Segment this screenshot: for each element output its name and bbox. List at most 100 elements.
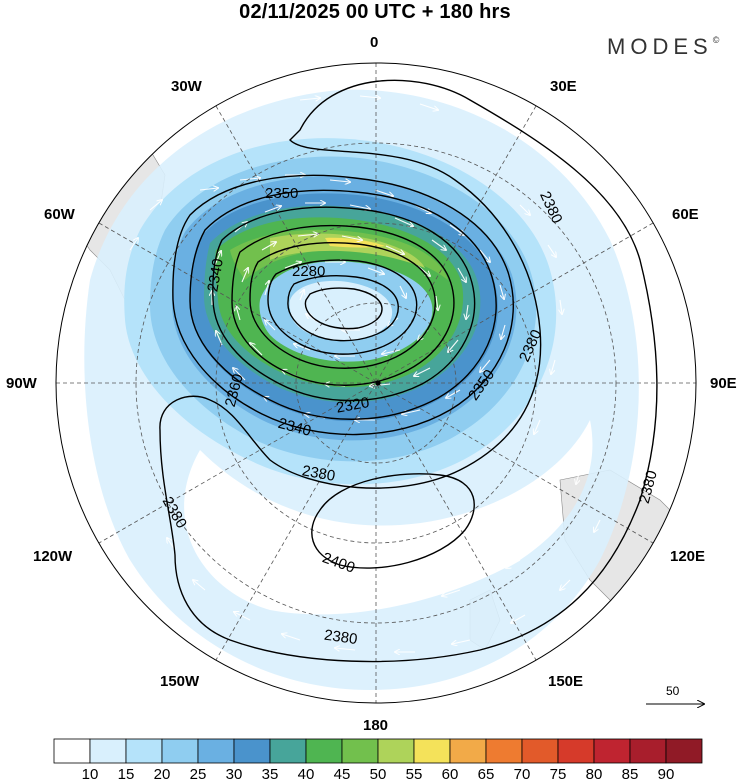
lon-label-90w: 90W bbox=[6, 375, 37, 392]
lon-label-60w: 60W bbox=[44, 206, 75, 223]
height-contours bbox=[159, 79, 658, 663]
colorbar-swatch bbox=[89, 738, 127, 764]
colorbar-swatch bbox=[485, 738, 523, 764]
wind-vector bbox=[367, 267, 384, 274]
wind-vector bbox=[506, 559, 521, 568]
wind-vector bbox=[359, 96, 380, 98]
wind-vector bbox=[129, 238, 138, 251]
wind-vector bbox=[399, 285, 406, 298]
wind-vector bbox=[252, 576, 271, 581]
colorbar-label: 70 bbox=[513, 766, 531, 783]
wind-vector bbox=[442, 589, 461, 596]
contour-2340 bbox=[189, 189, 497, 420]
wind-vector bbox=[511, 614, 526, 623]
wind-vector bbox=[480, 359, 491, 372]
contour-2380-outer bbox=[159, 79, 658, 663]
wind-vector bbox=[501, 324, 506, 339]
colorbar-swatch bbox=[521, 738, 559, 764]
map-content bbox=[56, 63, 696, 703]
contour-label-layer: 2350 2380 2340 2280 2380 2360 2350 2320 … bbox=[159, 185, 661, 648]
colorbar-label: 25 bbox=[189, 766, 207, 783]
contour-label: 2320 bbox=[335, 394, 371, 417]
wind-vector bbox=[394, 217, 413, 226]
reference-vector-label: 50 bbox=[666, 684, 680, 698]
colorbar-swatch bbox=[53, 738, 91, 764]
wind-vector bbox=[448, 339, 459, 352]
colorbar-swatch bbox=[125, 738, 163, 764]
wind-vector bbox=[261, 242, 276, 251]
wind-vector bbox=[329, 180, 350, 182]
brand-logo: MODES© bbox=[607, 34, 719, 60]
colorbar-label: 50 bbox=[369, 766, 387, 783]
contour-2310 bbox=[249, 242, 436, 369]
colorbar-label: 15 bbox=[117, 766, 135, 783]
wind-vector bbox=[374, 189, 393, 196]
colorbar bbox=[53, 738, 703, 764]
shade-55 bbox=[325, 237, 385, 248]
colorbar-label: 30 bbox=[225, 766, 243, 783]
contour-label: 2380 bbox=[323, 627, 358, 648]
wind-vector bbox=[457, 267, 466, 282]
lon-label-0: 0 bbox=[370, 34, 379, 51]
wind-vector bbox=[479, 249, 490, 262]
wind-vector bbox=[560, 299, 562, 314]
chart-title: 02/11/2025 00 UTC + 180 hrs bbox=[239, 1, 511, 23]
wind-vector bbox=[299, 98, 320, 100]
wind-vector bbox=[431, 239, 446, 250]
wind-vector bbox=[534, 419, 541, 434]
contour-2330 bbox=[212, 206, 476, 402]
lon-label-60e: 60E bbox=[672, 206, 699, 223]
wind-vector bbox=[199, 188, 218, 190]
wind-vector bbox=[382, 349, 401, 354]
colorbar-swatch bbox=[341, 738, 379, 764]
wind-vector bbox=[214, 251, 221, 266]
wind-vector bbox=[519, 204, 530, 215]
wind-vector bbox=[264, 206, 281, 213]
colorbar-label: 10 bbox=[81, 766, 99, 783]
wind-vector bbox=[452, 639, 471, 644]
wind-vector bbox=[233, 368, 246, 381]
contour-2300 bbox=[267, 259, 418, 355]
wind-vector bbox=[216, 331, 223, 346]
wind-vector bbox=[402, 409, 421, 414]
colorbar-swatch bbox=[269, 738, 307, 764]
contour-label: 2280 bbox=[292, 263, 325, 280]
lon-label-180: 180 bbox=[363, 717, 389, 734]
wind-vector bbox=[414, 367, 431, 376]
colorbar-label: 90 bbox=[657, 766, 675, 783]
wind-vector bbox=[449, 224, 464, 235]
contour-label: 2400 bbox=[320, 549, 357, 576]
colorbar-swatch bbox=[161, 738, 199, 764]
lon-label-120e: 120E bbox=[670, 548, 706, 565]
wind-vector bbox=[499, 284, 504, 299]
wind-vector bbox=[547, 244, 556, 257]
pole-marker bbox=[375, 380, 381, 386]
colorbar-label: 55 bbox=[405, 766, 423, 783]
wind-vector bbox=[241, 268, 248, 283]
wind-vector bbox=[594, 519, 601, 532]
contour-2280 bbox=[304, 287, 383, 330]
wind-vector bbox=[446, 389, 461, 398]
wind-vector bbox=[551, 359, 556, 374]
wind-vector bbox=[265, 320, 276, 331]
wind-speed-shading bbox=[84, 89, 639, 691]
wind-vector bbox=[193, 580, 206, 591]
colorbar-swatch bbox=[449, 738, 487, 764]
colorbar-label: 60 bbox=[441, 766, 459, 783]
wind-vector bbox=[294, 344, 311, 351]
contour-label: 2380 bbox=[301, 462, 337, 485]
wind-vector bbox=[419, 103, 438, 110]
lon-label-150e: 150E bbox=[548, 673, 584, 690]
wind-vector bbox=[234, 612, 251, 621]
lon-label-30e: 30E bbox=[550, 78, 577, 95]
meridian-30w-150e bbox=[215, 105, 537, 661]
meridian-60e-120w bbox=[98, 222, 654, 544]
shade-50 bbox=[270, 233, 425, 268]
wind-vector bbox=[548, 519, 557, 532]
lon-label-120w: 120W bbox=[33, 548, 73, 565]
colorbar-swatch bbox=[377, 738, 415, 764]
contour-label: 2340 bbox=[204, 257, 227, 293]
wind-vector bbox=[341, 235, 362, 240]
contour-2290 bbox=[287, 275, 399, 342]
